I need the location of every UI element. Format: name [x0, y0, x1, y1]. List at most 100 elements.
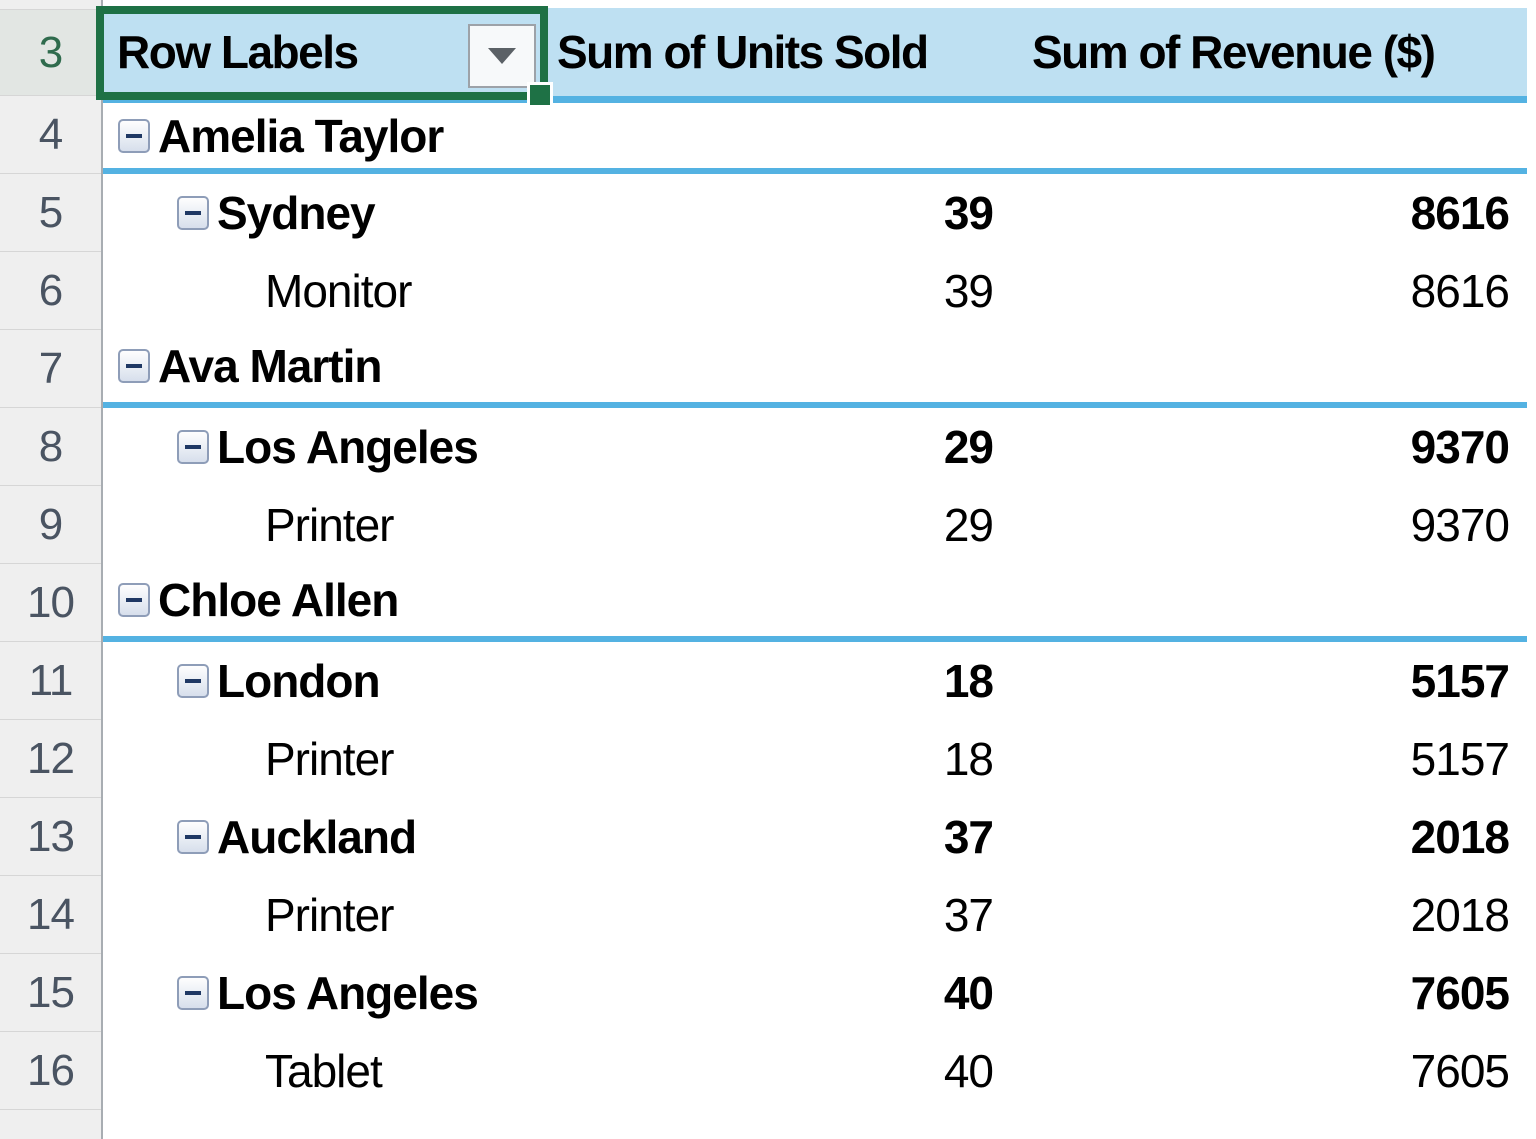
pivot-rows: Amelia Taylor Sydney 39 8616 Monitor 39 8616 Av… [103, 103, 1536, 1110]
row-label-cell[interactable]: Printer [103, 498, 545, 552]
units-sold-cell[interactable]: 18 [943, 655, 994, 707]
row-number-10[interactable]: 10 [0, 564, 101, 642]
units-sold-cell[interactable]: 39 [943, 187, 994, 239]
row-number-7[interactable]: 7 [0, 330, 101, 408]
collapse-button[interactable] [177, 664, 209, 698]
collapse-button[interactable] [118, 583, 150, 617]
minus-icon [185, 679, 201, 683]
row-label-text: Ava Martin [158, 340, 382, 392]
row-number-11[interactable]: 11 [0, 642, 101, 720]
units-sold-cell[interactable]: 40 [943, 967, 994, 1019]
row-number-4[interactable]: 4 [0, 96, 101, 174]
header-cell-revenue[interactable]: Sum of Revenue ($) [1020, 8, 1527, 96]
units-sold-cell[interactable]: 29 [943, 499, 994, 551]
row-label-cell[interactable]: Printer [103, 732, 545, 786]
revenue-cell[interactable]: 5157 [1410, 655, 1510, 707]
collapse-button[interactable] [177, 430, 209, 464]
header-cell-row-labels[interactable]: Row Labels [103, 8, 545, 96]
filter-dropdown-icon [488, 48, 516, 64]
row-label-cell[interactable]: Sydney [103, 186, 545, 240]
units-sold-cell[interactable]: 18 [943, 733, 994, 785]
collapse-button[interactable] [118, 349, 150, 383]
pivot-row-5: Sydney 39 8616 [103, 174, 1527, 252]
row-label-cell[interactable]: Los Angeles [103, 420, 545, 474]
row-number-8[interactable]: 8 [0, 408, 101, 486]
pivot-row-13: Auckland 37 2018 [103, 798, 1527, 876]
minus-icon [185, 211, 201, 215]
minus-icon [185, 991, 201, 995]
minus-icon [126, 598, 142, 602]
row-number-9[interactable]: 9 [0, 486, 101, 564]
selection-fill-handle[interactable] [527, 82, 553, 108]
minus-icon [185, 445, 201, 449]
row-number-partial-bottom [0, 1110, 101, 1138]
minus-icon [126, 133, 142, 138]
row-number-14[interactable]: 14 [0, 876, 101, 954]
revenue-cell[interactable]: 8616 [1410, 187, 1510, 239]
collapse-button[interactable] [118, 118, 150, 153]
row-label-text: Printer [265, 733, 394, 785]
row-number-13[interactable]: 13 [0, 798, 101, 876]
pivot-row-4: Amelia Taylor [103, 103, 1527, 174]
pivot-row-12: Printer 18 5157 [103, 720, 1527, 798]
revenue-cell[interactable]: 7605 [1410, 1045, 1510, 1097]
revenue-cell[interactable]: 9370 [1410, 421, 1510, 473]
pivot-row-10: Chloe Allen [103, 564, 1527, 642]
row-label-cell[interactable]: Tablet [103, 1044, 545, 1098]
row-label-cell[interactable]: Chloe Allen [103, 573, 545, 627]
pivot-row-16: Tablet 40 7605 [103, 1032, 1527, 1110]
revenue-cell[interactable]: 5157 [1410, 733, 1510, 785]
row-label-cell[interactable]: Monitor [103, 264, 545, 318]
row-number-5[interactable]: 5 [0, 174, 101, 252]
pivot-row-9: Printer 29 9370 [103, 486, 1527, 564]
row-label-text: Sydney [217, 187, 376, 239]
pivot-row-8: Los Angeles 29 9370 [103, 408, 1527, 486]
revenue-cell[interactable]: 7605 [1410, 967, 1510, 1019]
row-label-cell[interactable]: Auckland [103, 810, 545, 864]
row-label-text: Monitor [265, 265, 412, 317]
units-sold-cell[interactable]: 37 [943, 811, 994, 863]
header-revenue-text: Sum of Revenue ($) [1032, 26, 1436, 78]
collapse-button[interactable] [177, 820, 209, 854]
row-number-12[interactable]: 12 [0, 720, 101, 798]
row-labels-filter-button[interactable] [468, 24, 536, 88]
row-label-cell[interactable]: Amelia Taylor [103, 109, 545, 163]
collapse-button[interactable] [177, 196, 209, 230]
row-label-cell[interactable]: Printer [103, 888, 545, 942]
header-cell-units-sold[interactable]: Sum of Units Sold [545, 8, 1020, 96]
row-label-text: Auckland [217, 811, 417, 863]
pivot-row-6: Monitor 39 8616 [103, 252, 1527, 330]
row-label-text: Printer [265, 889, 394, 941]
units-sold-cell[interactable]: 37 [943, 889, 994, 941]
units-sold-cell[interactable]: 29 [943, 421, 994, 473]
revenue-cell[interactable]: 2018 [1410, 889, 1510, 941]
units-sold-cell[interactable]: 39 [943, 265, 994, 317]
header-row-labels-text: Row Labels [117, 26, 359, 78]
row-number-3[interactable]: 3 [0, 10, 101, 96]
pivot-row-7: Ava Martin [103, 330, 1527, 408]
row-number-16[interactable]: 16 [0, 1032, 101, 1110]
row-label-cell[interactable]: Ava Martin [103, 339, 545, 393]
row-number-gutter: 3 4 5 6 7 8 9 10 11 12 13 14 15 16 [0, 0, 103, 1139]
row-number-15[interactable]: 15 [0, 954, 101, 1032]
header-units-sold-text: Sum of Units Sold [557, 26, 929, 78]
row-label-cell[interactable]: Los Angeles [103, 966, 545, 1020]
row-label-text: Los Angeles [217, 421, 479, 473]
row-number-6[interactable]: 6 [0, 252, 101, 330]
minus-icon [185, 835, 201, 839]
row-label-text: Amelia Taylor [158, 109, 444, 162]
revenue-cell[interactable]: 2018 [1410, 811, 1510, 863]
pivot-row-14: Printer 37 2018 [103, 876, 1527, 954]
row-label-text: Tablet [265, 1045, 383, 1097]
row-label-text: London [217, 655, 381, 707]
collapse-button[interactable] [177, 976, 209, 1010]
revenue-cell[interactable]: 9370 [1410, 499, 1510, 551]
row-label-cell[interactable]: London [103, 654, 545, 708]
header-underline-rule [103, 96, 1527, 103]
pivot-row-11: London 18 5157 [103, 642, 1527, 720]
pivot-grid: Row Labels Sum of Units Sold Sum of Reve… [103, 0, 1536, 1110]
revenue-cell[interactable]: 8616 [1410, 265, 1510, 317]
units-sold-cell[interactable]: 40 [943, 1045, 994, 1097]
pivot-row-15: Los Angeles 40 7605 [103, 954, 1527, 1032]
